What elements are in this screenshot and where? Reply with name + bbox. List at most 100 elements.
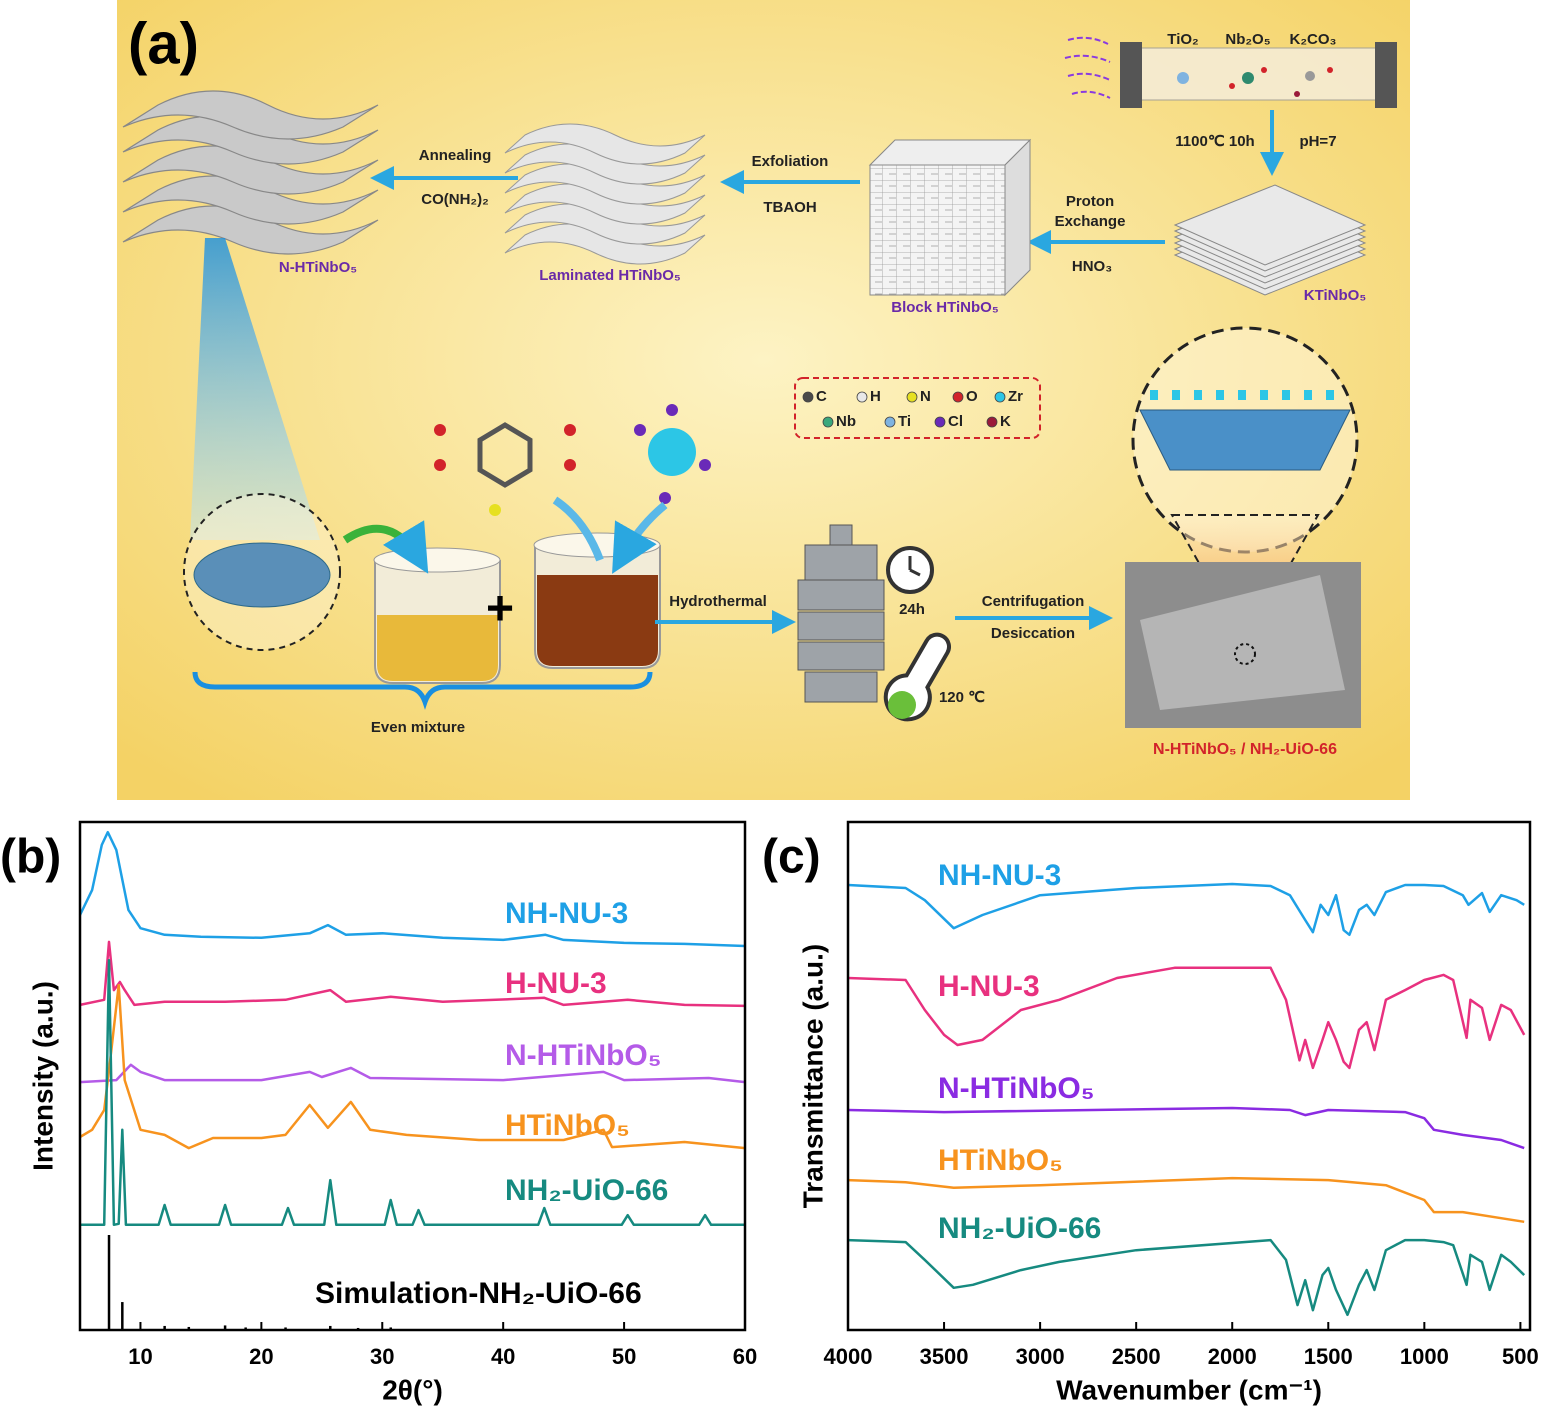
- step-label: Proton: [1066, 193, 1114, 210]
- panel-label: (c): [762, 831, 821, 884]
- series-line: [847, 1176, 1525, 1224]
- x-tick-label: 2000: [1208, 1344, 1257, 1369]
- composite-layer: [1139, 409, 1351, 471]
- mixture-label: Even mixture: [371, 719, 465, 736]
- legend-dot: [906, 391, 918, 403]
- plot-frame: [846, 820, 1532, 1332]
- x-tick-label: 4000: [824, 1344, 873, 1369]
- material-label: KTiNbO₅: [1304, 287, 1367, 304]
- legend-label: O: [966, 388, 978, 405]
- legend-dot: [884, 416, 896, 428]
- step-label: Desiccation: [991, 625, 1075, 642]
- brace: [192, 671, 653, 710]
- arrow: [342, 520, 429, 574]
- series-line: [80, 958, 745, 1227]
- condition: 1100℃ 10h: [1175, 133, 1254, 150]
- x-tick-label: 500: [1502, 1344, 1539, 1369]
- reagent-label: HNO₃: [1072, 258, 1112, 275]
- atom-legend-box: [794, 377, 1041, 439]
- legend-label: Zr: [1008, 388, 1023, 405]
- series-label: Simulation-NH₂-UiO-66: [315, 1277, 642, 1310]
- series-label: HTiNbO₅: [938, 1144, 1063, 1177]
- autoclave: [797, 524, 885, 703]
- arrow: [552, 496, 668, 560]
- precursor-label: Nb₂O₅: [1225, 31, 1270, 48]
- temperature-label: 120 ℃: [939, 689, 985, 706]
- x-tick-label: 1000: [1400, 1344, 1449, 1369]
- series-label: H-NU-3: [938, 970, 1040, 1003]
- series-label: NH₂-UiO-66: [505, 1174, 668, 1207]
- beaker: [373, 547, 501, 684]
- step-label: Annealing: [419, 147, 492, 164]
- tube: [1064, 36, 1397, 108]
- series-label: N-HTiNbO₅: [938, 1072, 1095, 1105]
- series-line: [847, 1106, 1525, 1150]
- nanosheet: [193, 542, 331, 608]
- step-label: Centrifugation: [982, 593, 1085, 610]
- x-tick-label: 40: [491, 1344, 515, 1369]
- precursor-label: TiO₂: [1167, 31, 1198, 48]
- y-axis-label: Transmittance (a.u.): [797, 944, 828, 1209]
- block-cube: [868, 138, 1032, 297]
- x-tick-label: 50: [612, 1344, 636, 1369]
- series-label: NH-NU-3: [938, 859, 1061, 892]
- molecule: [434, 404, 711, 516]
- series-label: NH₂-UiO-66: [938, 1212, 1101, 1245]
- schematic-panel: (a) TiO₂ Nb₂O₅ K₂CO₃ 1100℃ 10h pH=7 KTiN…: [117, 0, 1410, 800]
- plus: +: [486, 583, 514, 636]
- material-label: Laminated HTiNbO₅: [539, 267, 681, 284]
- legend-label: Nb: [836, 413, 856, 430]
- series-label: NH-NU-3: [505, 897, 628, 930]
- series-line: [847, 882, 1525, 937]
- x-tick-label: 10: [128, 1344, 152, 1369]
- legend-dot: [856, 391, 868, 403]
- material-label: Block HTiNbO₅: [891, 299, 999, 316]
- legend-dot: [986, 416, 998, 428]
- series-line: [847, 1238, 1526, 1317]
- panel-label: (a): [128, 11, 199, 76]
- x-tick-label: 2500: [1112, 1344, 1161, 1369]
- sem-spot: [1234, 643, 1256, 665]
- material-label: N-HTiNbO₅: [279, 259, 357, 276]
- legend-label: Ti: [898, 413, 911, 430]
- sem-particle: [1140, 575, 1345, 710]
- reagent-label: TBAOH: [763, 199, 816, 216]
- x-tick-label: 3500: [920, 1344, 969, 1369]
- legend-dot: [994, 391, 1006, 403]
- series-line: [79, 940, 746, 1008]
- x-tick-label: 30: [370, 1344, 394, 1369]
- series-label: HTiNbO₅: [505, 1109, 630, 1142]
- reagent-label: CO(NH₂)₂: [421, 191, 489, 208]
- x-tick-label: 1500: [1304, 1344, 1353, 1369]
- product-label: N-HTiNbO₅ / NH₂-UiO-66: [1153, 741, 1337, 758]
- atom-legend: C H N O Zr Nb Ti Cl K: [802, 388, 1023, 430]
- panel-label: (b): [0, 831, 61, 884]
- legend-dot: [934, 416, 946, 428]
- legend-dot: [802, 391, 814, 403]
- series-line: [79, 983, 746, 1150]
- charts: (b) 2θ(°) Intensity (a.u.) 10 20 30 40 50 60 NH-N…: [0, 820, 1539, 1405]
- x-axis-label: Wavenumber (cm⁻¹): [1056, 1374, 1322, 1405]
- step-label: Exchange: [1055, 213, 1126, 230]
- y-axis-label: Intensity (a.u.): [27, 981, 58, 1171]
- legend-dot: [822, 416, 834, 428]
- series-label: N-HTiNbO₅: [505, 1039, 662, 1072]
- legend-label: K: [1000, 413, 1011, 430]
- legend-dot: [952, 391, 964, 403]
- step-label: Hydrothermal: [669, 593, 767, 610]
- thermometer: [883, 632, 951, 722]
- series-line: [79, 1063, 746, 1084]
- zoom-beam: [190, 238, 320, 540]
- x-tick-label: 3000: [1016, 1344, 1065, 1369]
- clock-hands: [908, 556, 921, 577]
- legend-label: Cl: [948, 413, 963, 430]
- time-label: 24h: [899, 601, 925, 618]
- series-line: [847, 966, 1526, 1070]
- series-line: [78, 830, 746, 948]
- x-tick-label: 60: [733, 1344, 757, 1369]
- x-axis-label: 2θ(°): [382, 1374, 443, 1405]
- legend-label: N: [920, 388, 931, 405]
- x-tick-label: 20: [249, 1344, 273, 1369]
- plot-frame: [78, 820, 747, 1332]
- precursor-label: K₂CO₃: [1290, 31, 1337, 48]
